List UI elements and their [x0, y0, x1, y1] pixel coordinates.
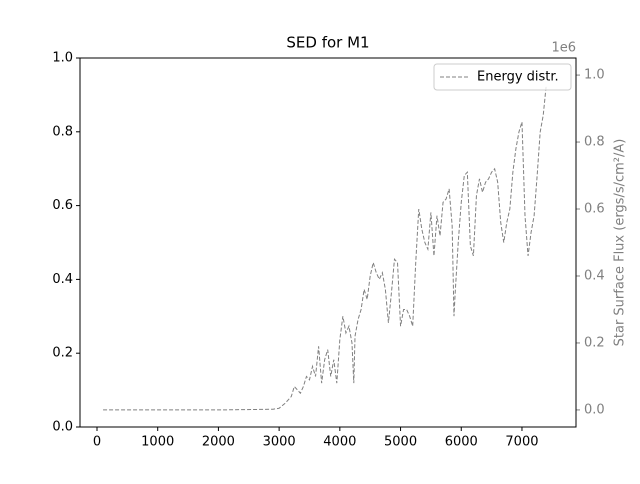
x-tick-label: 7000 — [505, 435, 538, 450]
x-tick-label: 4000 — [323, 435, 356, 450]
y2-tick-label: 0.6 — [584, 202, 605, 217]
y2-tick-label: 0.4 — [584, 268, 605, 283]
y-tick-label: 0.2 — [52, 346, 73, 361]
y-tick-label: 0.4 — [52, 272, 73, 287]
y2-tick-label: 0.0 — [584, 402, 605, 417]
x-tick-label: 0 — [93, 435, 101, 450]
y-tick-label: 0.0 — [52, 420, 73, 435]
plot-frame — [79, 57, 577, 428]
x-tick-label: 2000 — [202, 435, 235, 450]
x-tick-label: 3000 — [263, 435, 296, 450]
y-tick-label: 1.0 — [52, 51, 73, 66]
x-tick-label: 5000 — [384, 435, 417, 450]
y2-tick-label: 0.8 — [584, 135, 605, 150]
y-tick-label: 0.8 — [52, 124, 73, 139]
legend-box — [433, 63, 572, 91]
legend-label: Energy distr. — [477, 70, 559, 85]
x-tick-label: 1000 — [141, 435, 174, 450]
y2-tick-label: 1.0 — [584, 68, 605, 83]
y2-tick-label: 0.2 — [584, 335, 605, 350]
x-tick-label: 6000 — [445, 435, 478, 450]
chart-title: SED for M1 — [286, 34, 369, 52]
y2-offset-label: 1e6 — [551, 41, 576, 56]
y-tick-label: 0.6 — [52, 198, 73, 213]
line-series — [103, 85, 547, 411]
y2-axis-label: Star Surface Flux (ergs/s/cm²/A) — [613, 139, 628, 347]
